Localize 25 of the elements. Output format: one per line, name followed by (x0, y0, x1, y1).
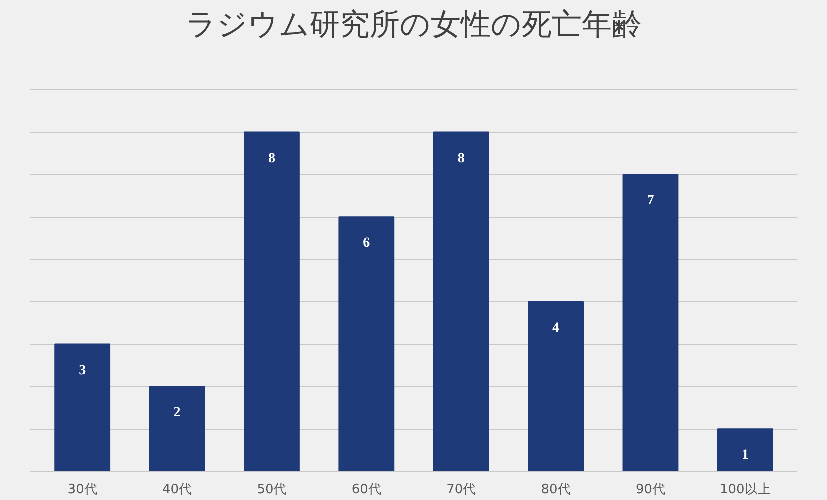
data-label: 8 (268, 151, 276, 166)
bar (528, 301, 584, 472)
x-tick-label: 80代 (541, 482, 571, 498)
x-tick-label: 70代 (446, 482, 476, 498)
x-tick-label: 40代 (162, 482, 192, 498)
bar (149, 386, 206, 472)
x-tick-label: 50代 (257, 482, 287, 498)
x-tick-label: 60代 (352, 482, 382, 498)
data-label: 6 (363, 236, 370, 252)
bar (54, 344, 111, 472)
data-label: 2 (174, 406, 181, 421)
x-tick-label: 100以上 (720, 482, 771, 498)
data-label: 7 (647, 194, 654, 209)
data-label: 8 (458, 151, 465, 166)
bar (433, 132, 490, 472)
chart-title: ラジウム研究所の女性の死亡年齢 (186, 8, 642, 42)
bar (244, 132, 300, 472)
bar (338, 216, 395, 472)
x-tick-label: 30代 (68, 482, 98, 498)
bar (717, 428, 774, 472)
data-label: 4 (552, 320, 560, 336)
x-tick-label: 90代 (636, 482, 666, 498)
bar (622, 174, 679, 472)
data-label: 3 (79, 363, 86, 378)
data-label: 1 (742, 448, 749, 464)
